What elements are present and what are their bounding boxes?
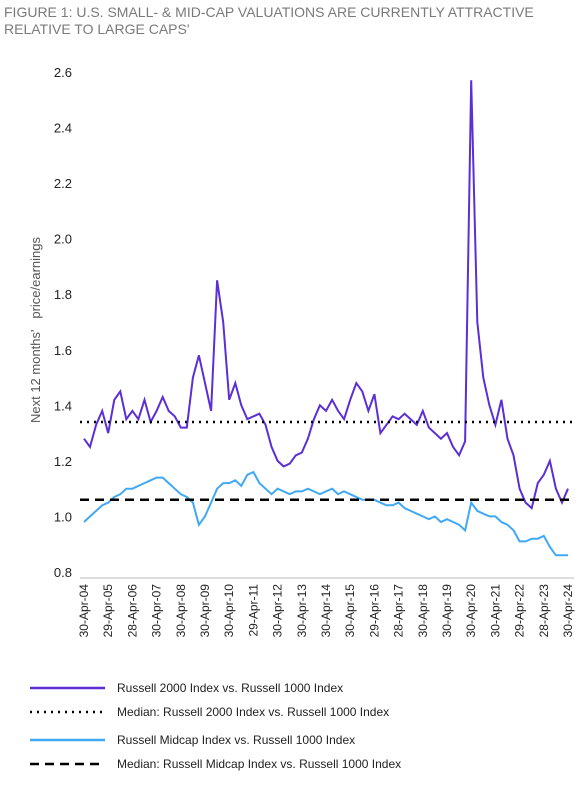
x-tick-label: 29-Apr-11	[246, 584, 260, 637]
x-tick-label: 28-Apr-23	[537, 584, 551, 638]
y-tick-label: 1.0	[54, 509, 72, 524]
y-tick-label: 1.2	[54, 454, 72, 469]
x-tick-label: 30-Apr-07	[150, 584, 164, 638]
legend-label: Median: Russell Midcap Index vs. Russell…	[117, 757, 401, 771]
x-tick-label: 30-Apr-08	[174, 584, 188, 638]
x-tick-label: 30-Apr-15	[343, 584, 357, 638]
series-line	[83, 80, 569, 510]
y-tick-label: 1.4	[54, 398, 72, 413]
x-tick-label: 28-Apr-17	[392, 584, 406, 638]
x-tick-label: 30-Apr-14	[319, 584, 333, 638]
x-tick-label: 30-Apr-19	[440, 584, 454, 638]
x-tick-label: 30-Apr-10	[222, 584, 236, 638]
x-tick-label: 30-Apr-04	[77, 584, 91, 638]
x-tick-label: 29-Apr-22	[513, 584, 527, 638]
x-tick-label: 30-Apr-24	[561, 584, 575, 638]
legend-label: Median: Russell 2000 Index vs. Russell 1…	[117, 705, 389, 719]
x-tick-label: 30-Apr-21	[488, 584, 502, 638]
legend-label: Russell 2000 Index vs. Russell 1000 Inde…	[117, 681, 343, 695]
x-tick-label: 29-Apr-05	[101, 584, 115, 638]
chart-title: FIGURE 1: U.S. SMALL- & MID-CAP VALUATIO…	[4, 4, 534, 37]
x-tick-label: 30-Apr-13	[295, 584, 309, 638]
y-tick-label: 1.8	[54, 287, 72, 302]
y-tick-label: 1.6	[54, 343, 72, 358]
x-tick-label: 28-Apr-06	[125, 584, 139, 638]
x-tick-label: 30-Apr-20	[464, 584, 478, 638]
y-tick-label: 2.6	[54, 65, 72, 80]
y-tick-label: 0.8	[54, 565, 72, 580]
y-tick-label: 2.4	[54, 121, 72, 136]
legend-label: Russell Midcap Index vs. Russell 1000 In…	[117, 733, 355, 747]
x-tick-label: 30-Apr-12	[271, 584, 285, 638]
x-tick-label: 30-Apr-09	[198, 584, 212, 638]
series-line	[83, 470, 568, 557]
x-tick-label: 30-Apr-18	[416, 584, 430, 638]
y-axis-label: Next 12 months' price/earnings	[28, 236, 43, 423]
y-tick-label: 2.0	[54, 232, 72, 247]
x-tick-label: 29-Apr-16	[367, 584, 381, 638]
y-tick-label: 2.2	[54, 176, 72, 191]
